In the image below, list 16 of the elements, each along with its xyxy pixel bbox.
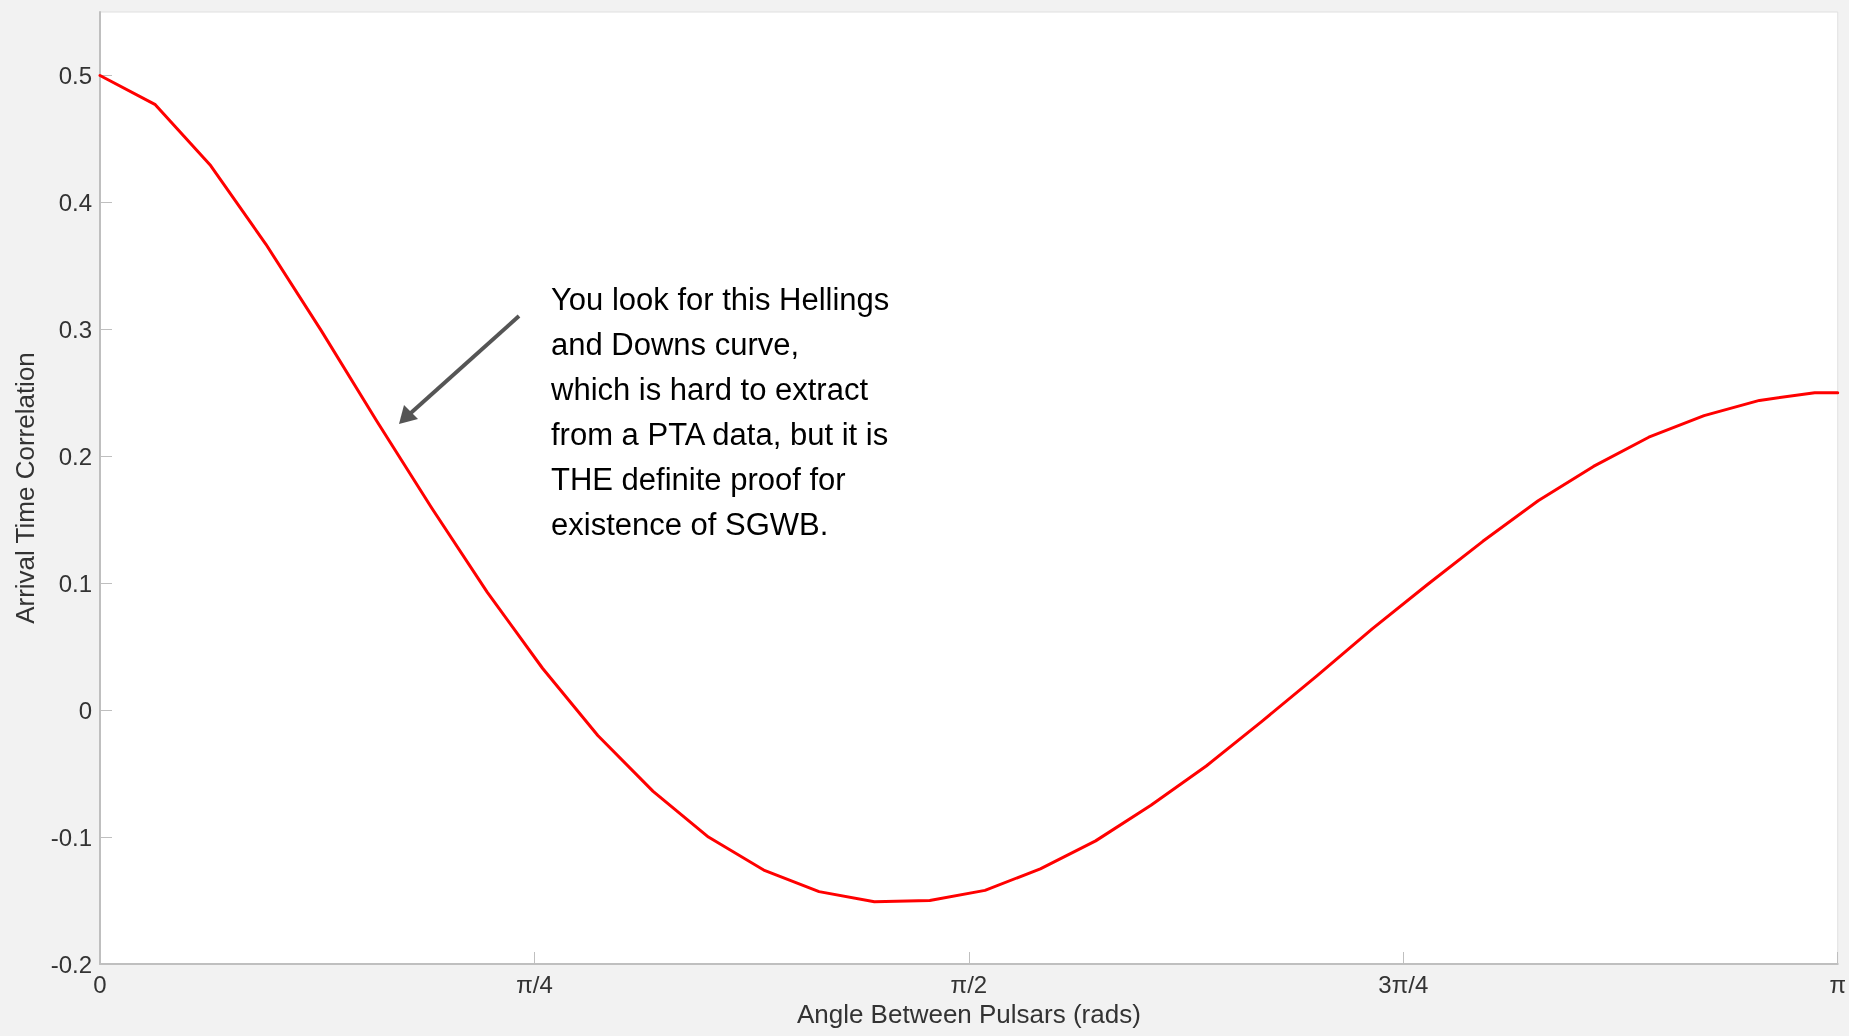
x-tick-label: π/4 [516,970,553,998]
y-tick-label: 0.2 [58,442,92,470]
y-axis-title: Arrival Time Correlation [10,352,40,624]
x-axis-title: Angle Between Pulsars (rads) [796,998,1141,1029]
annotation: You look for this Hellings and Downs curve, which is hard to extract from a PTA data, but it is THE definite proof for existence of SGWB. [551,281,890,544]
y-tick-label: 0.1 [58,569,92,597]
line-series [98,73,1840,904]
x-tick-label: π/2 [950,970,988,998]
y-tick-label: 0.4 [58,188,92,216]
x-tick-label: 3π/4 [1378,970,1429,998]
x-tick-label: π [1829,970,1846,998]
y-tick-label: 0.3 [58,315,92,343]
y-tick-label: 0 [78,696,92,724]
y-tick-label: 0.5 [58,61,92,89]
y-tick-label: -0.2 [50,950,92,978]
y-tick-label: -0.1 [50,823,92,851]
